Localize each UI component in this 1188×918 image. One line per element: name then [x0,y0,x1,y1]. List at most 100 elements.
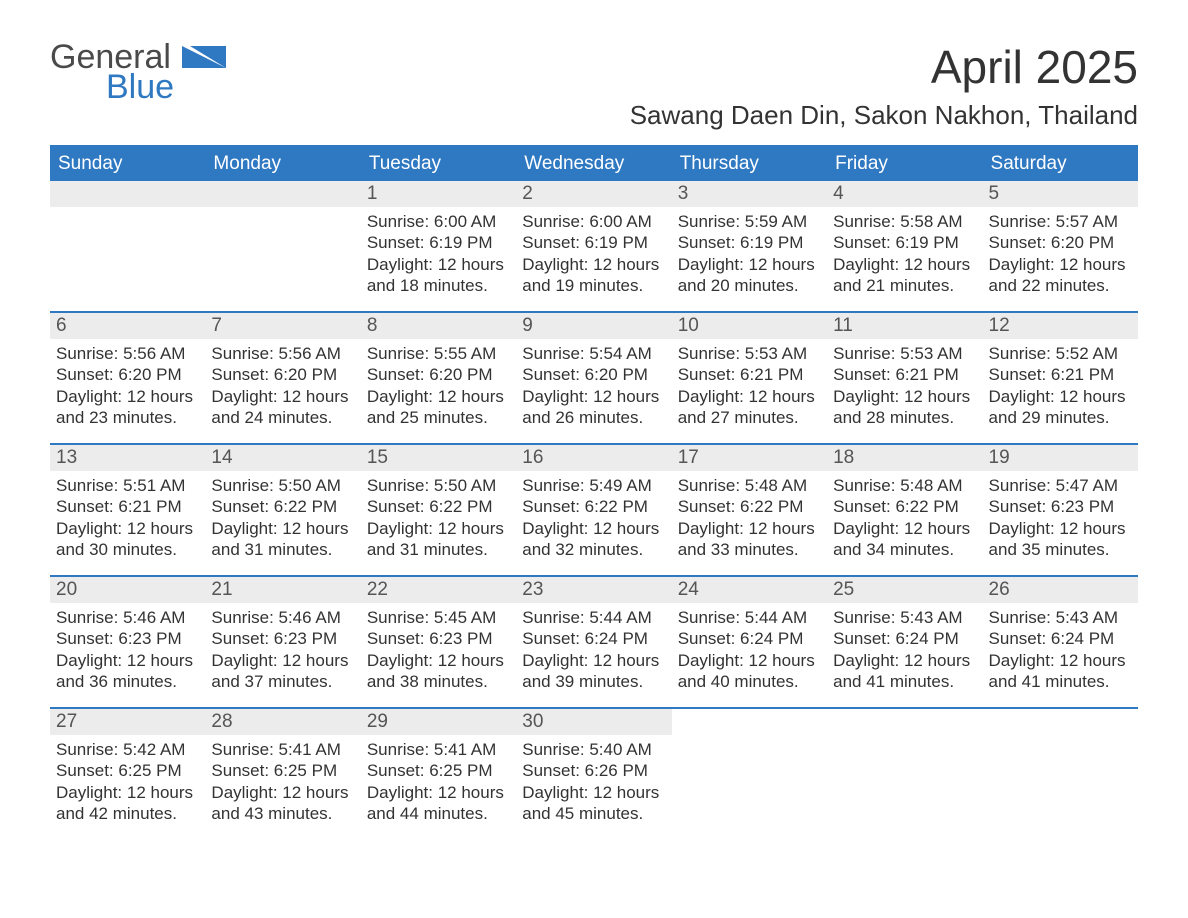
day-number: 8 [361,313,516,339]
day-body: Sunrise: 5:42 AMSunset: 6:25 PMDaylight:… [50,735,205,834]
daylight-text: Daylight: 12 hours [522,386,665,407]
daylight-text: and 45 minutes. [522,803,665,824]
daylight-text: and 25 minutes. [367,407,510,428]
day-cell: 18Sunrise: 5:48 AMSunset: 6:22 PMDayligh… [827,445,982,575]
daylight-text: Daylight: 12 hours [367,386,510,407]
title-block: April 2025 Sawang Daen Din, Sakon Nakhon… [630,40,1138,131]
daylight-text: and 27 minutes. [678,407,821,428]
daylight-text: Daylight: 12 hours [56,782,199,803]
day-number: 17 [672,445,827,471]
sunset-text: Sunset: 6:25 PM [367,760,510,781]
day-body: Sunrise: 5:43 AMSunset: 6:24 PMDaylight:… [983,603,1138,702]
daylight-text: and 34 minutes. [833,539,976,560]
day-cell: 26Sunrise: 5:43 AMSunset: 6:24 PMDayligh… [983,577,1138,707]
sunrise-text: Sunrise: 5:50 AM [367,475,510,496]
daylight-text: Daylight: 12 hours [833,254,976,275]
day-body: Sunrise: 5:57 AMSunset: 6:20 PMDaylight:… [983,207,1138,306]
daylight-text: and 21 minutes. [833,275,976,296]
day-body: Sunrise: 5:55 AMSunset: 6:20 PMDaylight:… [361,339,516,438]
day-header: Friday [827,147,982,181]
sunset-text: Sunset: 6:19 PM [522,232,665,253]
sunset-text: Sunset: 6:22 PM [367,496,510,517]
daylight-text: Daylight: 12 hours [678,386,821,407]
day-body: Sunrise: 6:00 AMSunset: 6:19 PMDaylight:… [516,207,671,306]
day-number: 12 [983,313,1138,339]
daylight-text: and 35 minutes. [989,539,1132,560]
day-header: Tuesday [361,147,516,181]
daylight-text: and 19 minutes. [522,275,665,296]
daylight-text: and 26 minutes. [522,407,665,428]
sunrise-text: Sunrise: 5:48 AM [833,475,976,496]
daylight-text: Daylight: 12 hours [522,254,665,275]
day-body: Sunrise: 6:00 AMSunset: 6:19 PMDaylight:… [361,207,516,306]
day-cell: 28Sunrise: 5:41 AMSunset: 6:25 PMDayligh… [205,709,360,839]
sunrise-text: Sunrise: 5:41 AM [211,739,354,760]
day-body: Sunrise: 5:47 AMSunset: 6:23 PMDaylight:… [983,471,1138,570]
sunrise-text: Sunrise: 5:59 AM [678,211,821,232]
day-cell [827,709,982,839]
sunrise-text: Sunrise: 5:54 AM [522,343,665,364]
day-number: 11 [827,313,982,339]
day-number [205,181,360,207]
daylight-text: and 40 minutes. [678,671,821,692]
header: General Blue April 2025 Sawang Daen Din,… [50,40,1138,131]
day-number: 6 [50,313,205,339]
day-number: 1 [361,181,516,207]
day-cell: 17Sunrise: 5:48 AMSunset: 6:22 PMDayligh… [672,445,827,575]
sunrise-text: Sunrise: 6:00 AM [522,211,665,232]
day-body: Sunrise: 5:52 AMSunset: 6:21 PMDaylight:… [983,339,1138,438]
calendar-week: 13Sunrise: 5:51 AMSunset: 6:21 PMDayligh… [50,443,1138,575]
month-title: April 2025 [630,40,1138,94]
day-cell: 9Sunrise: 5:54 AMSunset: 6:20 PMDaylight… [516,313,671,443]
day-number: 18 [827,445,982,471]
logo: General Blue [50,40,226,105]
day-number: 20 [50,577,205,603]
day-body: Sunrise: 5:53 AMSunset: 6:21 PMDaylight:… [672,339,827,438]
day-number: 23 [516,577,671,603]
daylight-text: Daylight: 12 hours [522,782,665,803]
day-body: Sunrise: 5:40 AMSunset: 6:26 PMDaylight:… [516,735,671,834]
day-body: Sunrise: 5:48 AMSunset: 6:22 PMDaylight:… [672,471,827,570]
sunrise-text: Sunrise: 5:55 AM [367,343,510,364]
day-body: Sunrise: 5:50 AMSunset: 6:22 PMDaylight:… [361,471,516,570]
daylight-text: Daylight: 12 hours [56,386,199,407]
daylight-text: and 31 minutes. [211,539,354,560]
daylight-text: and 33 minutes. [678,539,821,560]
sunset-text: Sunset: 6:23 PM [211,628,354,649]
sunrise-text: Sunrise: 5:43 AM [833,607,976,628]
day-body: Sunrise: 5:45 AMSunset: 6:23 PMDaylight:… [361,603,516,702]
sunrise-text: Sunrise: 5:53 AM [678,343,821,364]
sunrise-text: Sunrise: 5:43 AM [989,607,1132,628]
day-body: Sunrise: 5:44 AMSunset: 6:24 PMDaylight:… [516,603,671,702]
daylight-text: Daylight: 12 hours [522,518,665,539]
day-body [672,735,827,749]
daylight-text: Daylight: 12 hours [678,254,821,275]
day-number: 19 [983,445,1138,471]
day-cell: 27Sunrise: 5:42 AMSunset: 6:25 PMDayligh… [50,709,205,839]
day-number: 9 [516,313,671,339]
sunset-text: Sunset: 6:21 PM [678,364,821,385]
day-body: Sunrise: 5:51 AMSunset: 6:21 PMDaylight:… [50,471,205,570]
daylight-text: Daylight: 12 hours [211,650,354,671]
day-number: 13 [50,445,205,471]
day-cell: 11Sunrise: 5:53 AMSunset: 6:21 PMDayligh… [827,313,982,443]
day-cell: 13Sunrise: 5:51 AMSunset: 6:21 PMDayligh… [50,445,205,575]
sunrise-text: Sunrise: 5:44 AM [522,607,665,628]
sunset-text: Sunset: 6:24 PM [678,628,821,649]
daylight-text: Daylight: 12 hours [56,650,199,671]
day-body [827,735,982,749]
day-number: 14 [205,445,360,471]
daylight-text: and 39 minutes. [522,671,665,692]
sunset-text: Sunset: 6:21 PM [56,496,199,517]
sunrise-text: Sunrise: 6:00 AM [367,211,510,232]
day-cell: 12Sunrise: 5:52 AMSunset: 6:21 PMDayligh… [983,313,1138,443]
daylight-text: Daylight: 12 hours [522,650,665,671]
sunset-text: Sunset: 6:24 PM [989,628,1132,649]
day-cell [205,181,360,311]
sunset-text: Sunset: 6:25 PM [211,760,354,781]
daylight-text: and 42 minutes. [56,803,199,824]
day-number: 21 [205,577,360,603]
day-number: 2 [516,181,671,207]
sunset-text: Sunset: 6:20 PM [989,232,1132,253]
sunrise-text: Sunrise: 5:46 AM [211,607,354,628]
